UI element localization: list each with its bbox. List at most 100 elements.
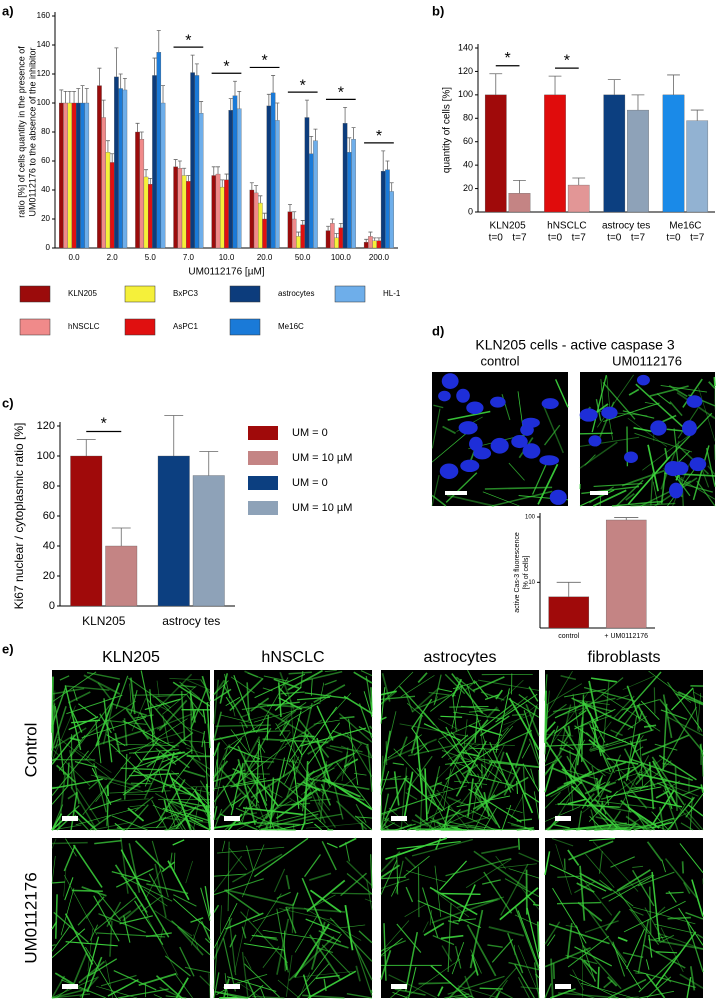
actin-fiber	[238, 775, 261, 808]
actin-fiber	[636, 704, 653, 732]
actin-fiber	[599, 879, 634, 907]
actin-fiber	[425, 826, 458, 831]
actin-fiber	[645, 973, 666, 999]
actin-fiber	[239, 714, 272, 724]
error-bar	[228, 98, 233, 111]
actin-fiber	[668, 384, 688, 398]
bar	[291, 218, 297, 249]
actin-fiber	[600, 379, 604, 412]
actin-fiber	[396, 923, 422, 953]
actin-fiber	[293, 971, 353, 978]
actin-fiber	[627, 456, 671, 505]
actin-fiber	[243, 760, 275, 763]
nucleus	[490, 437, 509, 454]
actin-fiber	[220, 905, 222, 935]
actin-fiber	[437, 986, 444, 997]
actin-fiber	[657, 782, 694, 801]
scale-bar	[62, 816, 78, 821]
actin-fiber	[403, 771, 414, 821]
actin-fiber	[392, 991, 409, 999]
actin-fiber	[606, 757, 639, 765]
actin-fiber	[51, 838, 57, 849]
actin-fiber	[510, 796, 523, 819]
actin-fiber	[406, 703, 424, 717]
actin-fiber	[580, 983, 634, 999]
error-bar	[275, 102, 280, 121]
actin-fiber	[184, 726, 204, 735]
actin-fiber	[66, 762, 70, 786]
actin-fiber	[699, 744, 704, 757]
actin-fiber	[596, 754, 622, 805]
actin-fiber	[85, 946, 118, 999]
bar	[177, 168, 183, 249]
actin-fiber	[213, 808, 223, 831]
actin-fiber	[607, 976, 618, 987]
actin-fiber	[503, 712, 536, 726]
actin-fiber	[597, 966, 600, 989]
actin-fiber	[441, 734, 469, 759]
actin-fiber	[179, 681, 201, 699]
actin-fiber	[567, 725, 572, 736]
actin-fiber	[129, 772, 180, 777]
panel-label: c)	[2, 395, 14, 410]
actin-fiber	[523, 710, 540, 760]
actin-fiber	[52, 671, 97, 702]
bar	[330, 223, 335, 249]
actin-fiber	[285, 955, 293, 997]
significance-label: *	[185, 32, 191, 49]
actin-fiber	[344, 731, 363, 745]
actin-fiber	[522, 763, 540, 792]
actin-fiber	[277, 682, 282, 717]
actin-fiber	[243, 963, 280, 998]
actin-fiber	[432, 935, 455, 946]
actin-fiber	[321, 841, 337, 871]
actin-fiber	[628, 823, 637, 831]
actin-fiber	[623, 817, 641, 831]
actin-fiber	[241, 703, 276, 711]
actin-fiber	[74, 761, 98, 768]
actin-fiber	[313, 719, 340, 725]
y-tick-label: 120	[37, 420, 55, 432]
actin-fiber	[526, 907, 540, 960]
actin-fiber	[228, 917, 237, 976]
actin-fiber	[404, 959, 461, 999]
actin-fiber	[647, 444, 659, 492]
actin-fiber	[172, 839, 185, 846]
nucleus	[521, 417, 540, 428]
actin-fiber	[691, 879, 704, 917]
actin-fiber	[358, 930, 373, 944]
actin-fiber	[275, 722, 313, 782]
bar	[484, 94, 507, 213]
actin-fiber	[533, 791, 540, 820]
actin-fiber	[366, 879, 373, 911]
error-bar	[614, 517, 639, 520]
actin-fiber	[345, 842, 350, 862]
actin-fiber	[310, 921, 326, 970]
actin-fiber	[661, 859, 666, 873]
actin-fiber	[558, 705, 592, 717]
legend-swatch	[229, 285, 261, 303]
error-bar	[84, 88, 89, 103]
actin-fiber	[317, 802, 336, 828]
nucleus	[682, 420, 697, 437]
actin-fiber	[572, 969, 584, 991]
bar	[300, 224, 305, 249]
actin-fiber	[244, 956, 252, 969]
actin-fiber	[667, 716, 704, 737]
actin-fiber	[544, 921, 561, 945]
actin-fiber	[208, 973, 211, 999]
actin-fiber	[557, 803, 620, 808]
actin-fiber	[250, 697, 270, 712]
actin-fiber	[65, 941, 118, 947]
actin-fiber	[306, 933, 342, 982]
actin-fiber	[415, 735, 424, 795]
actin-fiber	[496, 696, 528, 721]
actin-fiber	[595, 399, 602, 421]
actin-fiber	[300, 754, 349, 796]
actin-fiber	[173, 894, 197, 907]
actin-fiber	[219, 736, 232, 752]
actin-fiber	[316, 947, 334, 954]
bar	[342, 123, 348, 249]
actin-fiber	[437, 740, 470, 784]
actin-fiber	[445, 744, 500, 780]
